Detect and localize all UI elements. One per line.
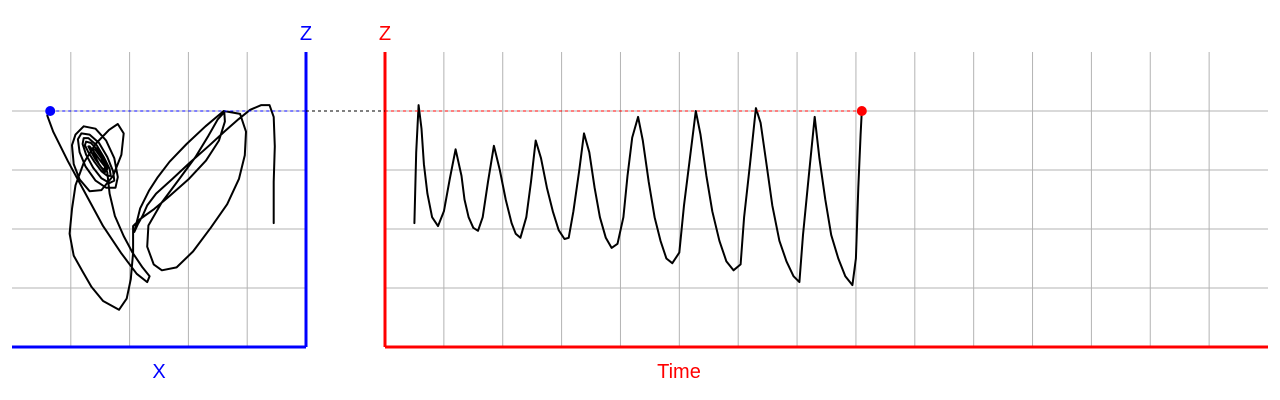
phase-current-point [45,106,56,116]
time-plot: Z Time [379,23,1268,383]
phase-x-axis-label: X [152,361,165,383]
phase-trace [46,104,276,311]
markers [45,106,867,116]
time-grid [385,52,1268,347]
phase-plot: Z X [12,23,312,383]
time-trace [413,104,863,287]
phase-z-axis-label: Z [300,23,312,45]
phase-grid [12,52,306,347]
time-current-point [856,106,867,116]
time-z-axis-label: Z [379,23,391,45]
time-x-axis-label: Time [657,361,701,383]
